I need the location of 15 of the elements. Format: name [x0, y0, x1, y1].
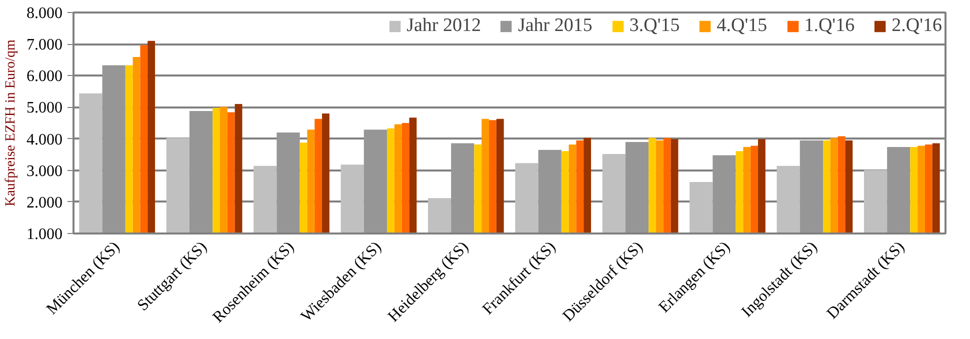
y-tick-label: 7.000 [26, 36, 62, 54]
y-tick-label: 3.000 [26, 162, 62, 180]
legend-label: 2.Q'16 [892, 15, 942, 37]
y-tick-label: 2.000 [26, 194, 62, 212]
y-tick-label: 8.000 [26, 5, 62, 22]
y-tick-label: 1.000 [26, 226, 62, 243]
legend-label: 3.Q'15 [629, 15, 680, 37]
y-tick-label: 5.000 [26, 100, 62, 117]
y-tick-label: 6.000 [26, 68, 62, 86]
legend-label: Jahr 2015 [518, 15, 592, 37]
legend-label: Jahr 2012 [406, 15, 481, 37]
y-axis-title: Kaufpreise EZFH in Euro/qm [4, 39, 18, 206]
legend-label: 1.Q'16 [804, 15, 855, 37]
legend-label: 4.Q'15 [716, 15, 768, 37]
y-tick-label: 4.000 [26, 131, 62, 148]
